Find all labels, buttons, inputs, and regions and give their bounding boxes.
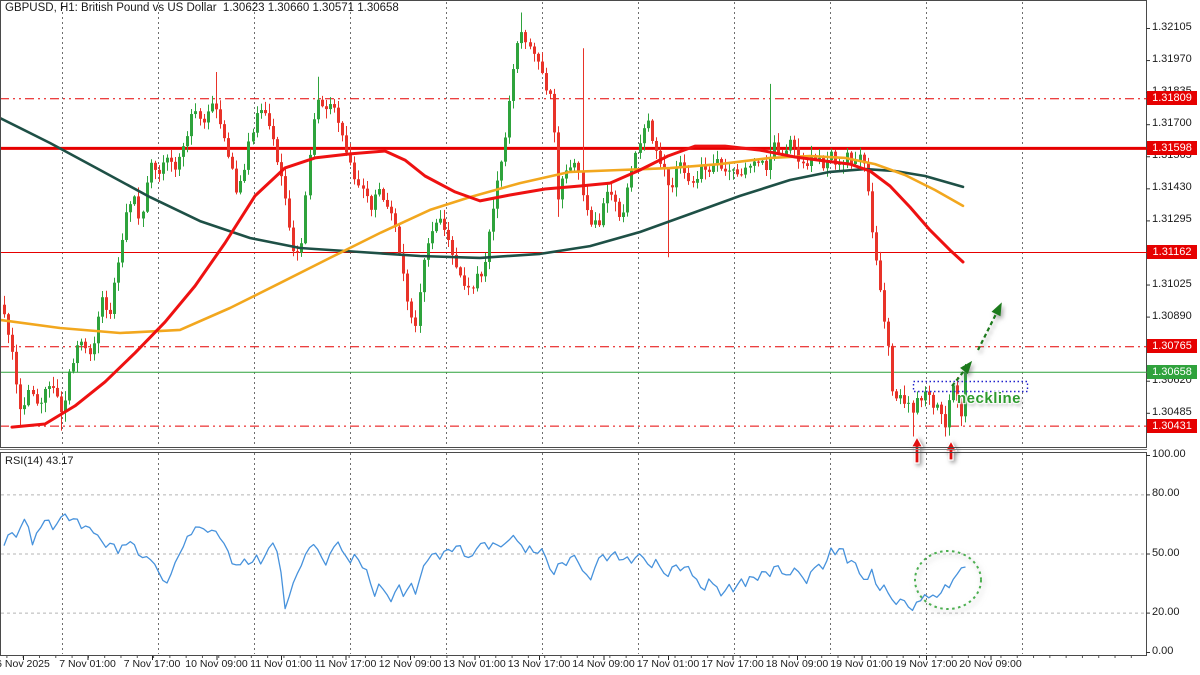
date-label: 19 Nov 17:00 — [894, 658, 958, 670]
rsi-line — [3, 513, 966, 612]
date-label: 13 Nov 17:00 — [507, 658, 571, 670]
price-tick-label: 1.31025 — [1152, 277, 1192, 290]
time-gridlines — [1, 2, 1145, 654]
price-level-badge: 1.30431 — [1147, 418, 1197, 433]
price-tick-label: 1.31430 — [1152, 181, 1192, 194]
rsi-tick-label: 80.00 — [1152, 487, 1180, 500]
candlestick-series — [3, 12, 967, 437]
price-level-badge: 1.31598 — [1147, 141, 1197, 156]
bullish-projection-arrow-1[interactable] — [951, 360, 973, 387]
price-tick-label: 1.31295 — [1152, 213, 1192, 226]
axis-tick-marks — [6, 28, 1150, 660]
price-level-badge: 1.31162 — [1147, 244, 1197, 259]
date-label: 11 Nov 17:00 — [314, 658, 377, 670]
ma-fast-red — [10, 144, 965, 429]
date-label: 17 Nov 01:00 — [636, 658, 700, 670]
price-tick-label: 1.31970 — [1152, 53, 1192, 66]
chart-title: GBPUSD, H1: British Pound vs US Dollar 1… — [5, 2, 399, 14]
rsi-tick-label: 0.00 — [1152, 645, 1174, 657]
date-label: 11 Nov 01:00 — [250, 658, 312, 670]
date-label: 17 Nov 17:00 — [701, 658, 764, 670]
rsi-indicator-label: RSI(14) 43.17 — [5, 455, 74, 467]
date-label: 14 Nov 09:00 — [572, 658, 635, 670]
price-level-lines[interactable] — [0, 98, 1146, 427]
ma-mid-orange — [0, 154, 965, 335]
price-tick-label: 1.31700 — [1152, 117, 1192, 130]
date-label: 13 Nov 01:00 — [443, 658, 506, 670]
date-label: 20 Nov 09:00 — [959, 658, 1022, 670]
rsi-tick-label: 50.00 — [1152, 546, 1180, 559]
date-label: 7 Nov 17:00 — [123, 658, 181, 670]
date-label: 19 Nov 01:00 — [830, 658, 893, 670]
date-label: 7 Nov 01:00 — [59, 658, 116, 670]
breakout-zone-rectangle[interactable] — [912, 380, 1029, 393]
price-level-badge: 1.30765 — [1147, 339, 1197, 354]
bullish-projection-arrow-2[interactable] — [977, 302, 1002, 351]
date-label: 6 Nov 2025 — [0, 658, 50, 670]
rsi-tick-label: 100.00 — [1152, 448, 1186, 460]
date-label: 18 Nov 09:00 — [765, 658, 829, 670]
swing-low-marker-arrow-2[interactable] — [944, 439, 958, 461]
price-level-badge: 1.30658 — [1147, 364, 1197, 379]
ma-slow-teal — [0, 116, 965, 260]
neckline-annotation-label[interactable]: neckline — [957, 390, 1022, 407]
price-level-badge: 1.31809 — [1147, 91, 1197, 106]
price-tick-label: 1.30485 — [1152, 405, 1192, 418]
rsi-tick-label: 20.00 — [1152, 605, 1180, 618]
main-chart-frame — [0, 0, 1147, 448]
price-tick-label: 1.30890 — [1152, 309, 1192, 322]
rsi-highlight-circle[interactable] — [914, 550, 982, 610]
price-tick-label: 1.32105 — [1152, 21, 1192, 33]
date-label: 12 Nov 09:00 — [378, 658, 442, 670]
date-label: 10 Nov 09:00 — [185, 658, 248, 670]
